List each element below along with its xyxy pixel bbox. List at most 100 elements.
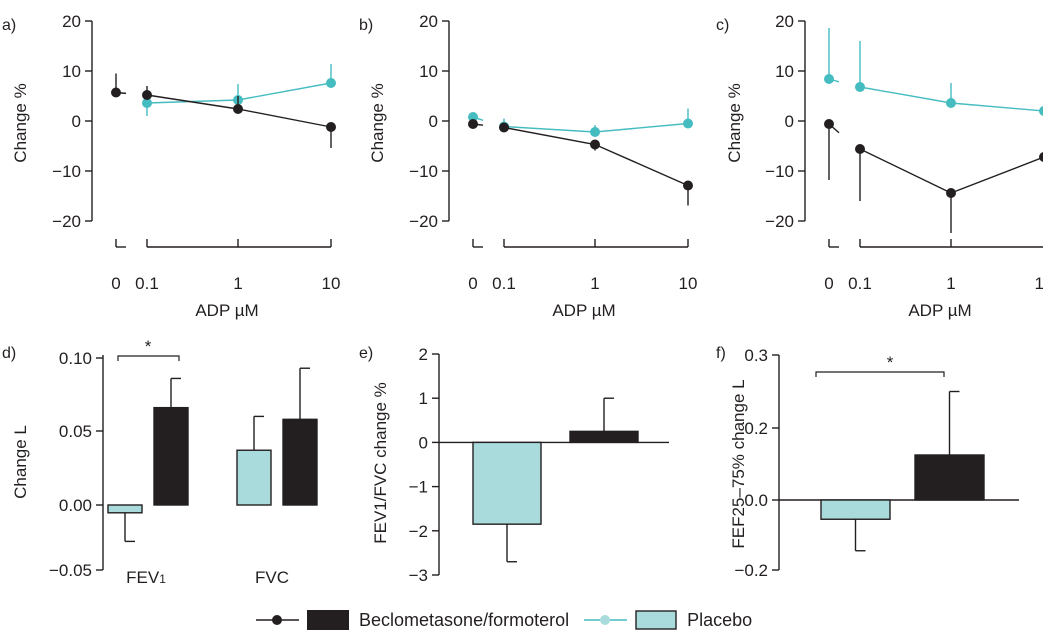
y-tick-label: −10 <box>765 162 794 181</box>
y-tick-label: 20 <box>419 12 438 31</box>
y-tick-label: −3 <box>409 566 428 585</box>
point-bf <box>142 90 152 100</box>
x-tick-label: 0.1 <box>492 274 516 293</box>
y-tick-label: 1 <box>419 389 428 408</box>
y-tick-label: 0.3 <box>744 346 768 365</box>
y-tick-label: 0.2 <box>744 419 768 438</box>
significance-star: * <box>887 353 894 372</box>
point-placebo <box>326 78 336 88</box>
y-tick-label: 0 <box>72 112 81 131</box>
y-tick-label: −1 <box>409 478 428 497</box>
panel-label: f) <box>716 345 726 362</box>
point-placebo <box>1039 106 1043 116</box>
x-tick-label: 10 <box>322 274 341 293</box>
point-placebo <box>142 98 152 108</box>
y-tick-label: 0 <box>785 112 794 131</box>
point-bf <box>824 119 834 129</box>
bar-placebo <box>472 441 542 525</box>
bar-bf <box>569 430 639 444</box>
point-bf <box>233 104 243 114</box>
legend-placebo-swatch <box>584 610 677 630</box>
legend-item-bf: Beclometasone/formoterol <box>255 609 569 631</box>
y-tick-label: −20 <box>52 212 81 231</box>
x-tick-label: 1 <box>233 274 242 293</box>
point-bf <box>855 144 865 154</box>
y-tick-label: 0.00 <box>59 496 92 515</box>
legend-item-placebo: Placebo <box>583 609 752 631</box>
panel-label: d) <box>2 345 16 362</box>
x-tick-label: 0.1 <box>848 274 872 293</box>
point-placebo <box>683 118 693 129</box>
series-line-bf <box>859 148 1043 194</box>
bar-placebo <box>107 504 143 514</box>
significance-star: * <box>145 337 152 356</box>
y-tick-label: 0.10 <box>59 349 92 368</box>
x-tick-label: 0 <box>468 274 477 293</box>
y-axis-title: Change % <box>368 83 387 162</box>
panel-label: c) <box>716 17 729 34</box>
y-tick-label: 10 <box>419 62 438 81</box>
y-tick-label: 0 <box>429 112 438 131</box>
point-bf <box>946 188 956 198</box>
x-axis-title: ADP µM <box>908 301 971 320</box>
point-bf <box>326 122 336 132</box>
significance-bracket <box>815 371 945 377</box>
point-bf <box>111 87 121 98</box>
y-tick-label: 0 <box>419 433 428 452</box>
point-bf <box>683 180 693 191</box>
y-tick-label: 2 <box>419 345 428 364</box>
point-placebo <box>855 82 865 92</box>
legend-placebo-label: Placebo <box>687 609 753 630</box>
y-tick-label: −0.05 <box>49 561 92 580</box>
panel-label: b) <box>359 17 373 34</box>
y-axis-title: FEF25–75% change L <box>729 379 748 548</box>
y-tick-label: 0.0 <box>744 491 768 510</box>
y-tick-label: 10 <box>775 62 794 81</box>
point-placebo <box>946 98 956 108</box>
bar-bf <box>153 406 189 506</box>
point-bf <box>1039 152 1043 162</box>
point-bf <box>499 122 509 133</box>
y-axis-title: Change % <box>11 83 30 162</box>
panel-label: a) <box>2 17 16 34</box>
point-placebo <box>468 112 478 122</box>
legend-bf-label: Beclometasone/formoterol <box>359 609 570 630</box>
bar-placebo <box>820 499 891 520</box>
y-tick-label: −10 <box>52 162 81 181</box>
y-tick-label: 20 <box>775 12 794 31</box>
y-axis-title: FEV1/FVC change % <box>371 382 390 544</box>
x-tick-label: 1 <box>946 274 955 293</box>
y-tick-label: −2 <box>409 522 428 541</box>
x-tick-label: 0 <box>111 274 120 293</box>
bar-placebo <box>236 449 272 506</box>
point-placebo <box>824 74 834 84</box>
y-tick-label: −20 <box>409 212 438 231</box>
panel-label: e) <box>359 345 373 362</box>
x-tick-label: 10 <box>1035 274 1043 293</box>
category-label: FVC <box>255 568 289 587</box>
point-bf <box>468 119 478 129</box>
y-tick-label: 10 <box>62 62 81 81</box>
x-tick-label: 10 <box>679 274 698 293</box>
point-placebo <box>590 127 600 137</box>
legend: Beclometasone/formoterol Placebo <box>255 608 766 632</box>
category-label: FEV1 <box>126 568 166 587</box>
y-tick-label: 0.05 <box>59 422 92 441</box>
y-tick-label: −0.2 <box>734 561 768 580</box>
x-axis-title: ADP µM <box>195 301 258 320</box>
bar-bf <box>914 454 985 501</box>
y-axis-title: Change % <box>725 83 744 162</box>
significance-bracket <box>117 355 180 361</box>
x-tick-label: 1 <box>590 274 599 293</box>
x-tick-label: 0 <box>824 274 833 293</box>
bar-bf <box>282 418 318 506</box>
x-tick-label: 0.1 <box>135 274 159 293</box>
x-axis-title: ADP µM <box>552 301 615 320</box>
y-tick-label: −20 <box>765 212 794 231</box>
y-axis-title: Change L <box>11 425 30 499</box>
point-bf <box>590 139 600 150</box>
y-tick-label: 20 <box>62 12 81 31</box>
y-tick-label: −10 <box>409 162 438 181</box>
legend-bf-swatch <box>256 610 349 630</box>
